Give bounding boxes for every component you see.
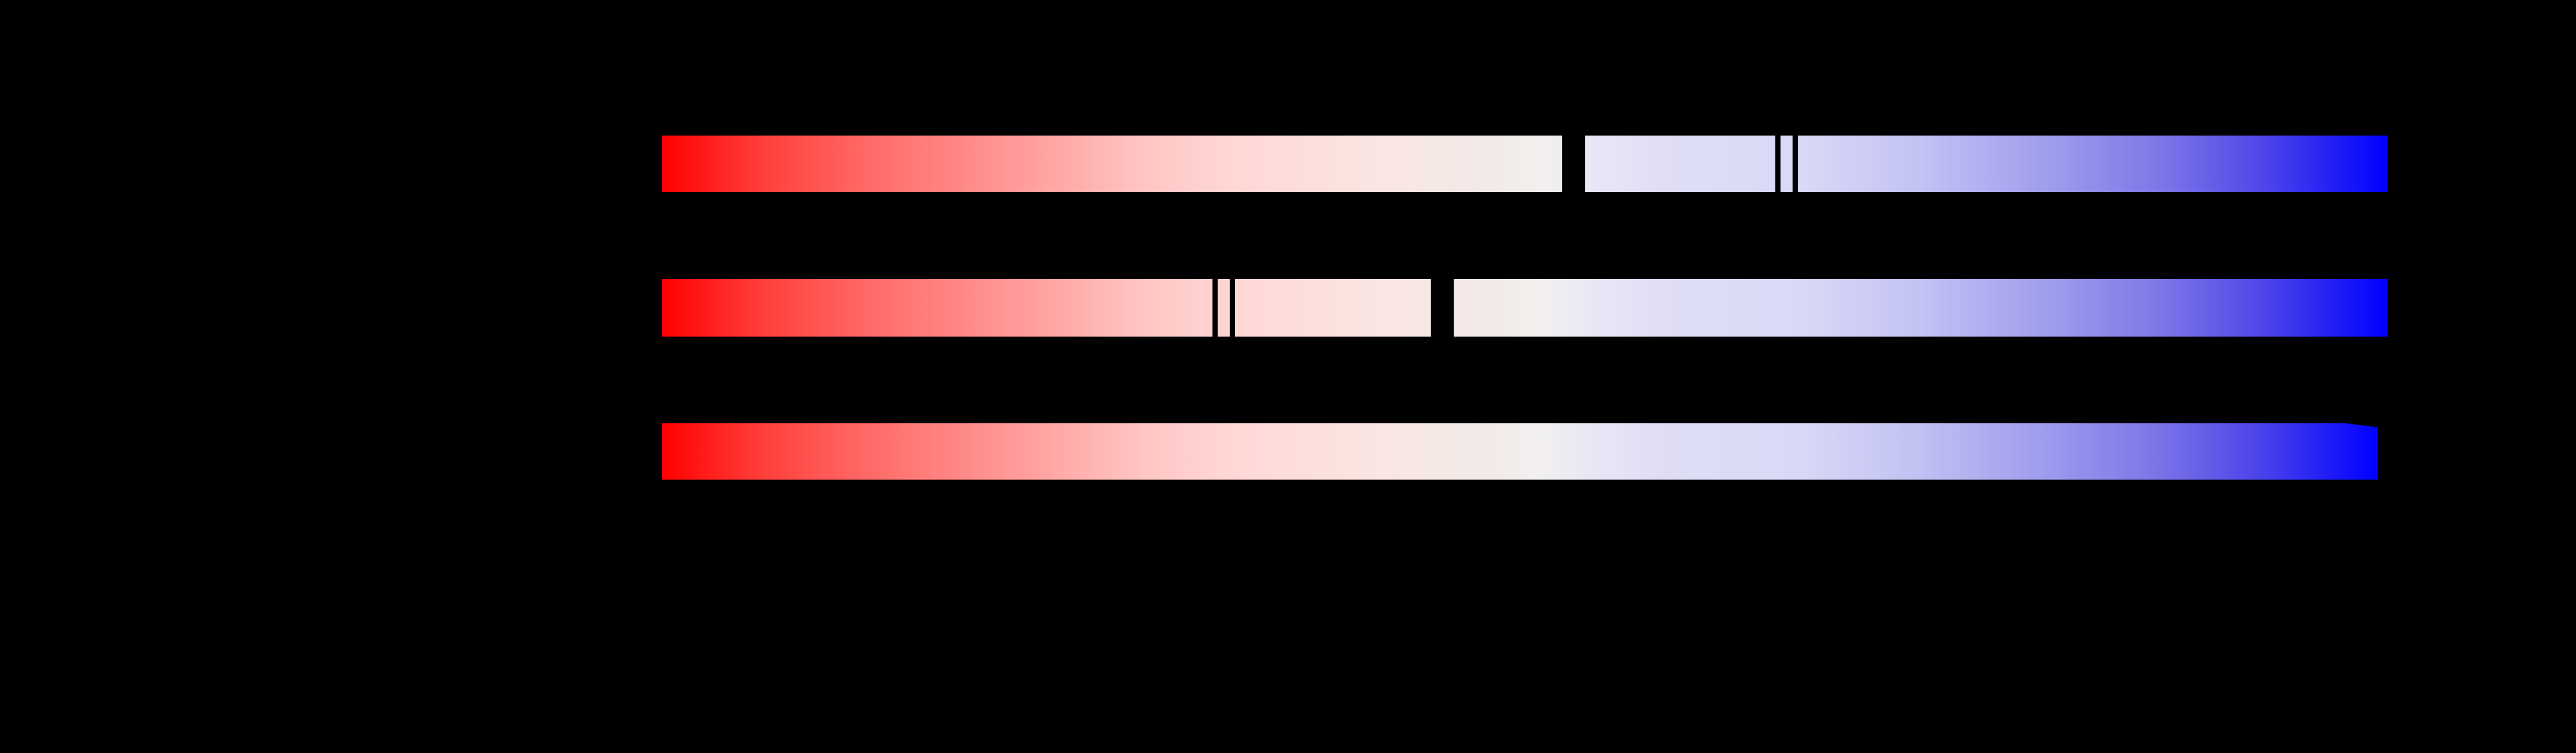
palette-gap [1562, 135, 1585, 192]
palette-gap [1793, 135, 1798, 192]
palette-gap [1230, 279, 1235, 337]
palette-bar-top [662, 135, 2388, 192]
palette-gap [1431, 279, 1454, 337]
palette-gap [1775, 135, 1781, 192]
palette-gap [1212, 279, 1218, 337]
palette-bar-middle [662, 279, 2388, 337]
palette-bar-bottom [662, 423, 2378, 480]
